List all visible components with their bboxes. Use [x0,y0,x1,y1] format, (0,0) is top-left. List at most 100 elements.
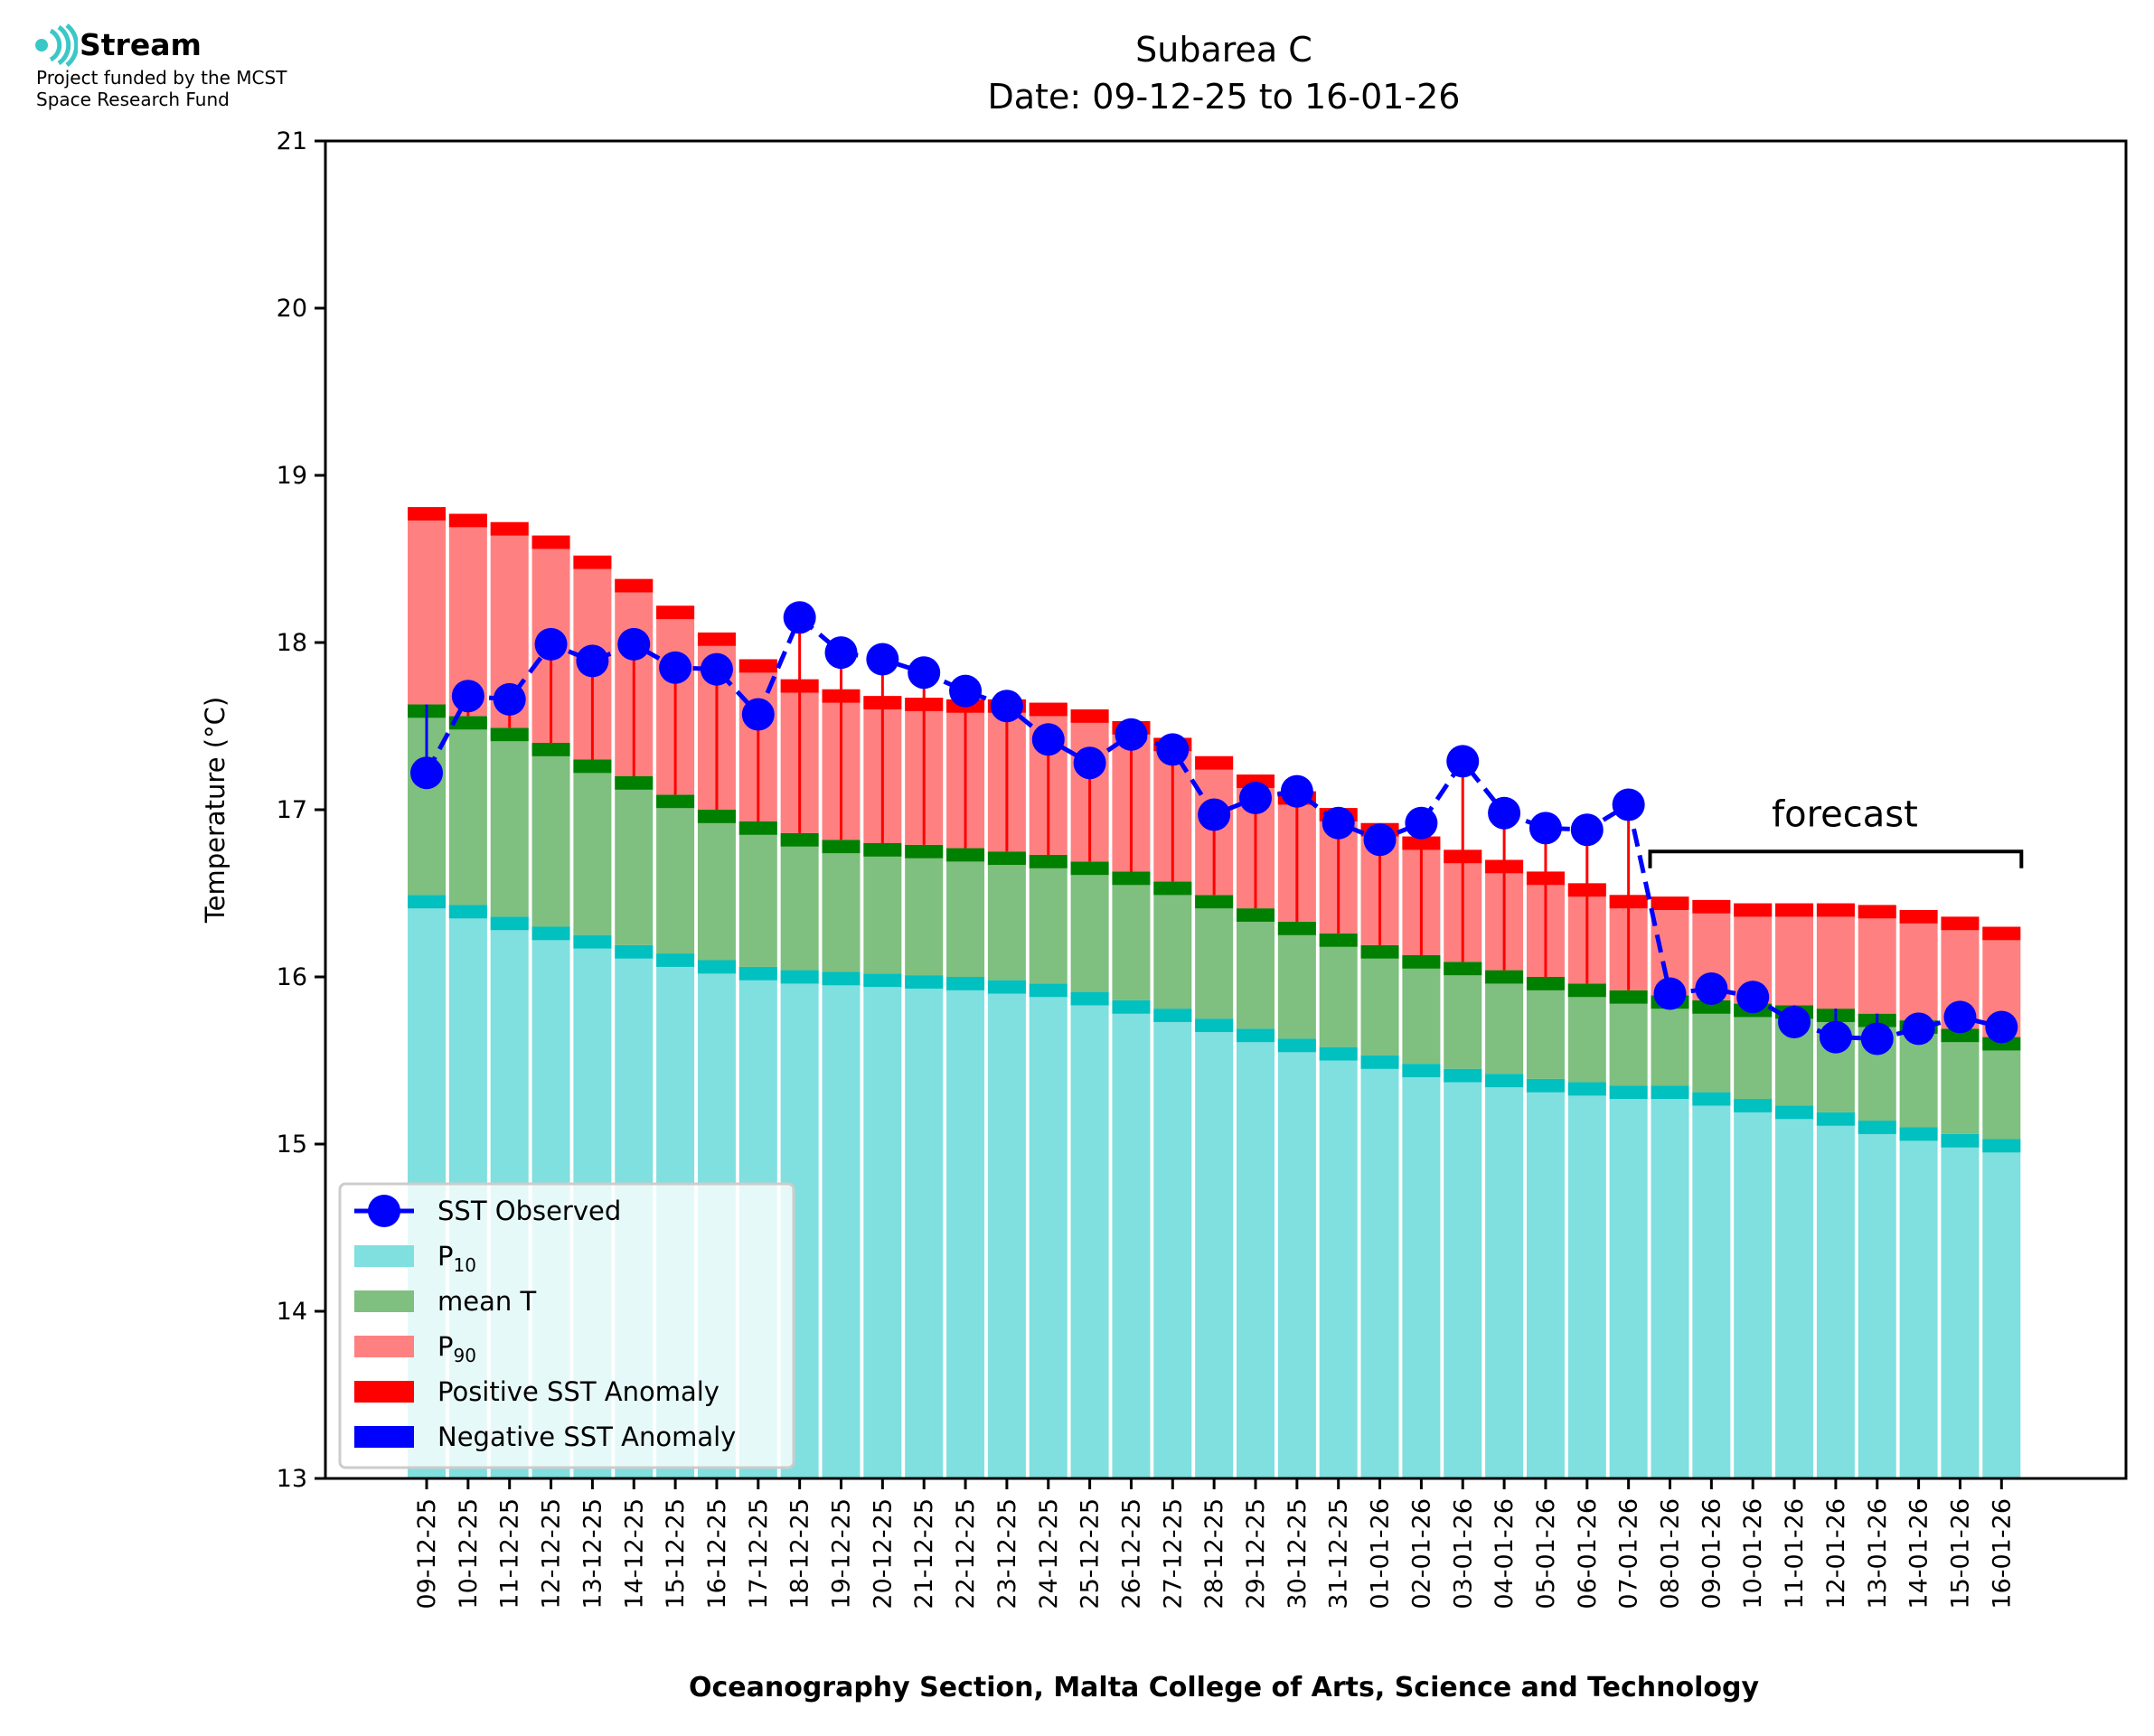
bar-p10-band [738,966,777,981]
bar-mean-band [1319,933,1358,947]
bar-mean-band [1402,954,1441,969]
bar-p90-band [738,659,777,673]
bar-p90-band [1816,903,1855,917]
sst-observed-point [1570,813,1604,847]
bar-p10-band [1444,1068,1482,1083]
bar-mean-t [987,851,1026,981]
y-tick-label: 19 [277,462,307,490]
bar-mean-t [697,810,736,961]
legend-label-p90: P90 [437,1331,476,1366]
y-axis-label: Temperature (°C) [200,697,230,924]
legend-label-sst-observed: SST Observed [437,1196,621,1226]
sst-observed-point [493,682,526,716]
sst-observed-point [1031,723,1065,756]
x-tick-label: 31-12-25 [1325,1498,1353,1609]
sst-observed-point [1073,746,1106,780]
sst-observed-point [1612,788,1645,821]
bar-p10-band [780,970,819,984]
bar-p10-band [1775,1105,1814,1120]
bar-p10 [905,975,944,1478]
bar-mean-t [1029,854,1068,984]
y-tick-label: 20 [277,295,307,323]
legend-positive-anomaly-swatch [354,1381,414,1403]
legend-label-p10-main: P [437,1241,454,1272]
bar-mean-band [1444,962,1482,976]
sst-observed-point [576,644,609,678]
x-tick-label: 15-01-26 [1946,1498,1974,1609]
bar-p10-band [1195,1018,1234,1033]
legend-mean-swatch [354,1290,414,1312]
bar-mean-t [1319,933,1358,1047]
bar-p10-band [946,977,985,990]
bar-mean-band [1195,895,1234,909]
sst-observed-point [700,652,733,686]
x-tick-label: 28-12-25 [1200,1498,1228,1609]
x-tick-label: 12-12-25 [538,1498,566,1609]
bar-mean-band [905,844,944,859]
legend-observed-marker [368,1195,400,1227]
stream-logo: Stream Project funded by the MCST Space … [34,22,342,112]
sst-observed-point [1860,1022,1894,1056]
bar-p10-band [697,960,736,974]
bar-mean-band [1692,999,1731,1014]
bar-p90-band [1237,774,1275,788]
bar-mean-t [615,776,654,945]
bar-p10 [1775,1105,1814,1478]
bar-p10-band [1360,1055,1399,1069]
bar-mean-t [946,848,985,977]
bar-mean-t [1402,954,1441,1065]
sst-observed-point [1115,718,1148,751]
sst-observed-point [1405,806,1438,840]
bar-p10-band [1651,1085,1689,1100]
legend-label-negative-anomaly: Negative SST Anomaly [437,1422,736,1452]
bar-p90-band [1858,905,1896,919]
logo-name: Stream [80,27,202,62]
bar-p10 [946,977,985,1478]
logo-funding-line-2: Space Research Fund [36,89,230,110]
bar-mean-band [615,776,654,790]
bar-p90 [1816,903,1855,1009]
bar-p10 [1360,1055,1399,1478]
x-tick-label: 09-12-25 [413,1498,441,1609]
bar-mean-t [1485,970,1524,1074]
bar-p10-band [1982,1139,2021,1153]
bar-mean-t [1360,944,1399,1056]
x-tick-label: 29-12-25 [1242,1498,1270,1609]
y-tick-label: 17 [277,796,307,824]
bar-p90-band [1734,903,1773,917]
bar-p10-band [987,980,1026,994]
bar-p10-band [822,971,861,986]
legend-negative-anomaly-swatch [354,1426,414,1448]
bar-p10-band [490,916,529,931]
legend-box [338,1182,795,1469]
bar-mean-t [1195,895,1234,1019]
sst-observed-point [1819,1020,1852,1054]
bar-p10-band [1029,983,1068,998]
bar-p90-band [1775,903,1814,917]
x-tick-label: 11-01-26 [1781,1498,1809,1609]
bar-p10 [1485,1074,1524,1478]
bar-mean-t [780,832,819,971]
bar-p90-band [1899,910,1938,924]
bar-mean-t [1277,921,1316,1039]
bar-mean-band [490,727,529,742]
bar-p10 [987,980,1026,1478]
x-tick-label: 10-01-26 [1739,1498,1767,1609]
x-tick-label: 21-12-25 [910,1498,938,1609]
bar-mean-t [656,794,695,954]
x-tick-label: 18-12-25 [786,1498,814,1609]
bar-p10 [1153,1009,1192,1478]
x-tick-label: 05-01-26 [1532,1498,1560,1609]
x-tick-label: 26-12-25 [1117,1498,1145,1609]
x-tick-label: 12-01-26 [1822,1498,1850,1609]
bar-mean-t [490,727,529,917]
y-tick-label: 21 [277,127,307,155]
sst-observed-point [410,756,443,790]
anomaly-layer [425,617,2003,1039]
sst-observed-point [1902,1012,1935,1046]
x-tick-label: 24-12-25 [1035,1498,1063,1609]
bar-mean-band [1237,908,1275,922]
bar-p10 [1899,1127,1938,1478]
bar-p10 [1237,1028,1275,1478]
